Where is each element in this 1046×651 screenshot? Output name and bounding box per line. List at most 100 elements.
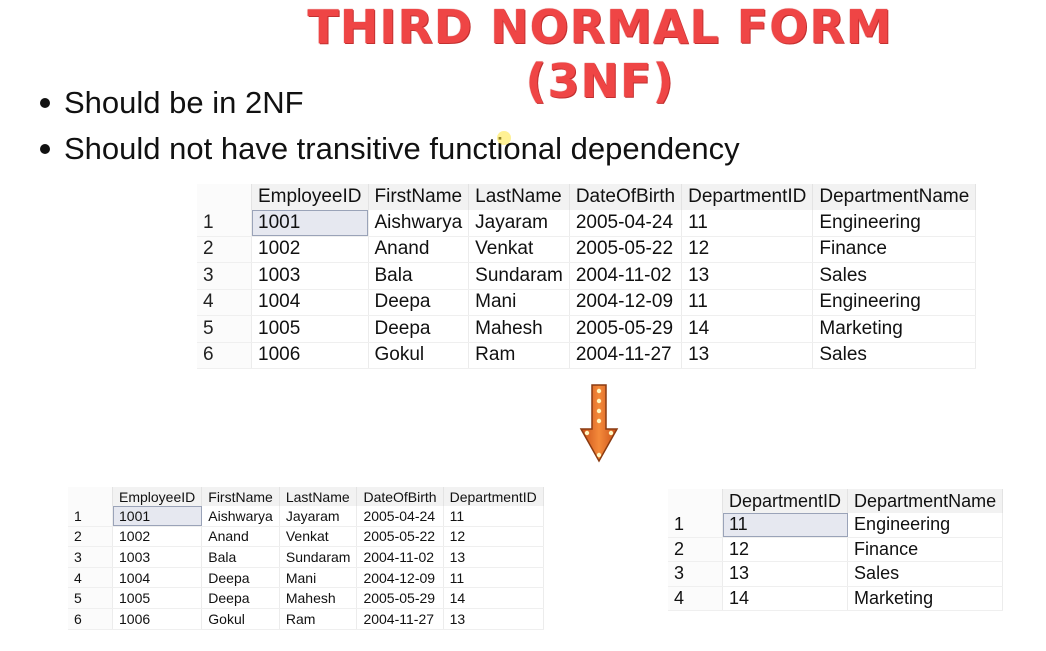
table-cell[interactable]: 1003 — [251, 262, 369, 290]
table-cell[interactable]: 1002 — [112, 526, 203, 548]
row-number-header[interactable] — [68, 487, 113, 506]
column-header[interactable]: FirstName — [201, 487, 280, 506]
table-row[interactable]: 6 1006 Gokul Ram 2004-11-27 13 Sales — [197, 342, 977, 369]
table-cell[interactable]: 2005-05-29 — [569, 315, 683, 343]
row-number-cell[interactable]: 5 — [197, 315, 252, 343]
row-number-cell[interactable]: 1 — [68, 506, 113, 527]
table-cell[interactable]: Engineering — [847, 513, 1004, 538]
table-cell[interactable]: Venkat — [468, 236, 570, 263]
row-number-cell[interactable]: 6 — [68, 608, 113, 630]
row-number-header[interactable] — [668, 489, 723, 513]
table-cell[interactable]: 2005-05-22 — [356, 526, 444, 548]
table-cell[interactable]: 2005-05-22 — [569, 236, 683, 263]
table-cell[interactable]: 2004-12-09 — [356, 567, 444, 589]
table-cell[interactable]: Anand — [368, 236, 470, 263]
column-header[interactable]: DepartmentID — [443, 487, 544, 506]
table-cell[interactable]: 12 — [722, 537, 849, 562]
table-cell[interactable]: Finance — [812, 236, 977, 263]
table-cell[interactable]: Gokul — [368, 342, 470, 369]
table-row[interactable]: 3 13 Sales — [668, 561, 1004, 587]
table-cell[interactable]: Gokul — [201, 608, 280, 630]
row-number-cell[interactable]: 5 — [68, 587, 113, 609]
table-cell[interactable]: 1006 — [251, 342, 369, 369]
table-cell[interactable]: 1001 — [251, 210, 369, 237]
table-cell[interactable]: 13 — [722, 561, 849, 587]
table-cell[interactable]: 1002 — [251, 236, 369, 263]
table-cell[interactable]: Deepa — [368, 289, 470, 316]
table-row[interactable]: 1 1001 Aishwarya Jayaram 2005-04-24 11 — [68, 506, 544, 527]
table-cell[interactable]: 11 — [722, 513, 849, 538]
table-cell[interactable]: Engineering — [812, 289, 977, 316]
table-row[interactable]: 2 1002 Anand Venkat 2005-05-22 12 — [68, 526, 544, 548]
table-cell[interactable]: 11 — [681, 289, 814, 316]
column-header[interactable]: LastName — [468, 184, 570, 210]
table-cell[interactable]: Deepa — [201, 567, 280, 589]
table-cell[interactable]: Sales — [812, 342, 977, 369]
table-cell[interactable]: Sales — [847, 561, 1004, 587]
table-row[interactable]: 3 1003 Bala Sundaram 2004-11-02 13 — [68, 546, 544, 568]
row-number-cell[interactable]: 3 — [197, 262, 252, 290]
column-header[interactable]: DateOfBirth — [356, 487, 444, 506]
table-cell[interactable]: 12 — [681, 236, 814, 263]
row-number-cell[interactable]: 2 — [68, 526, 113, 548]
table-row[interactable]: 2 12 Finance — [668, 537, 1004, 562]
column-header[interactable]: EmployeeID — [112, 487, 203, 506]
table-cell[interactable]: Engineering — [812, 210, 977, 237]
table-cell[interactable]: Marketing — [812, 315, 977, 343]
table-row[interactable]: 4 1004 Deepa Mani 2004-12-09 11 Engineering — [197, 289, 977, 316]
table-cell[interactable]: 14 — [722, 586, 849, 611]
table-cell[interactable]: 13 — [681, 342, 814, 369]
table-cell[interactable]: Mahesh — [468, 315, 570, 343]
column-header[interactable]: EmployeeID — [251, 184, 369, 210]
table-cell[interactable]: 2005-05-29 — [356, 587, 444, 609]
column-header[interactable]: DepartmentName — [847, 489, 1004, 513]
table-cell[interactable]: 14 — [443, 587, 544, 609]
row-number-cell[interactable]: 4 — [197, 289, 252, 316]
table-cell[interactable]: Aishwarya — [201, 506, 280, 527]
table-cell[interactable]: Jayaram — [279, 506, 358, 527]
row-number-cell[interactable]: 1 — [668, 513, 723, 538]
table-cell[interactable]: 12 — [443, 526, 544, 548]
column-header[interactable]: DepartmentName — [812, 184, 977, 210]
table-cell[interactable]: Anand — [201, 526, 280, 548]
row-number-cell[interactable]: 1 — [197, 210, 252, 237]
column-header[interactable]: DateOfBirth — [569, 184, 683, 210]
row-number-cell[interactable]: 3 — [668, 561, 723, 587]
table-cell[interactable]: 13 — [443, 546, 544, 568]
column-header[interactable]: FirstName — [368, 184, 470, 210]
table-cell[interactable]: Deepa — [368, 315, 470, 343]
table-cell[interactable]: 13 — [681, 262, 814, 290]
table-cell[interactable]: Ram — [468, 342, 570, 369]
table-cell[interactable]: 14 — [681, 315, 814, 343]
table-row[interactable]: 2 1002 Anand Venkat 2005-05-22 12 Finance — [197, 236, 977, 263]
table-row[interactable]: 6 1006 Gokul Ram 2004-11-27 13 — [68, 608, 544, 630]
row-number-cell[interactable]: 3 — [68, 546, 113, 568]
table-cell[interactable]: 2004-11-02 — [356, 546, 444, 568]
table-cell[interactable]: Jayaram — [468, 210, 570, 237]
table-row[interactable]: 4 14 Marketing — [668, 586, 1004, 611]
table-cell[interactable]: 2004-11-27 — [569, 342, 683, 369]
table-cell[interactable]: 11 — [443, 506, 544, 527]
table-cell[interactable]: 11 — [443, 567, 544, 589]
table-cell[interactable]: Aishwarya — [368, 210, 470, 237]
table-cell[interactable]: Sundaram — [468, 262, 570, 290]
table-cell[interactable]: 2004-11-02 — [569, 262, 683, 290]
table-cell[interactable]: 1004 — [112, 567, 203, 589]
table-cell[interactable]: Venkat — [279, 526, 358, 548]
table-cell[interactable]: 2004-12-09 — [569, 289, 683, 316]
row-number-cell[interactable]: 2 — [668, 537, 723, 562]
table-cell[interactable]: Finance — [847, 537, 1004, 562]
row-number-header[interactable] — [197, 184, 252, 210]
table-cell[interactable]: 11 — [681, 210, 814, 237]
table-cell[interactable]: Sales — [812, 262, 977, 290]
table-row[interactable]: 5 1005 Deepa Mahesh 2005-05-29 14 Marketing — [197, 315, 977, 343]
table-row[interactable]: 4 1004 Deepa Mani 2004-12-09 11 — [68, 567, 544, 589]
table-cell[interactable]: Bala — [201, 546, 280, 568]
row-number-cell[interactable]: 4 — [68, 567, 113, 589]
column-header[interactable]: DepartmentID — [722, 489, 849, 513]
row-number-cell[interactable]: 6 — [197, 342, 252, 369]
table-cell[interactable]: 2005-04-24 — [569, 210, 683, 237]
table-cell[interactable]: 1006 — [112, 608, 203, 630]
table-cell[interactable]: 1005 — [112, 587, 203, 609]
column-header[interactable]: DepartmentID — [681, 184, 814, 210]
